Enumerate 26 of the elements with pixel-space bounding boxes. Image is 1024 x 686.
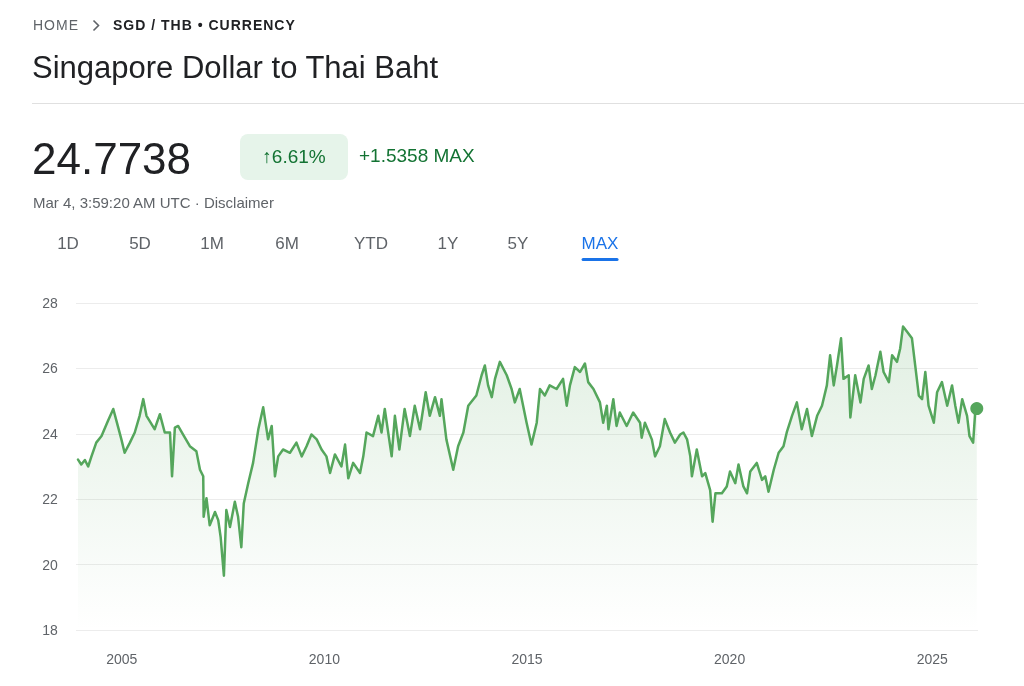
text: ↑6.61%: [240, 134, 348, 180]
text: 5Y: [507, 234, 529, 254]
text: YTD: [354, 234, 388, 254]
y-tick-label: 24: [42, 425, 58, 442]
x-tick-label: 2005: [106, 651, 138, 667]
y-tick-label: 22: [42, 491, 58, 508]
y-tick-label: 28: [42, 295, 58, 311]
text: 6M: [275, 234, 299, 254]
text: 24.7738: [32, 134, 192, 184]
text: 1D: [57, 234, 79, 254]
text: 1Y: [437, 234, 459, 254]
text: MAX: [581, 234, 619, 255]
x-tick-label: 2020: [714, 651, 746, 667]
x-tick-label: 2015: [511, 651, 543, 667]
text: SGD / THB • CURRENCY: [113, 17, 296, 33]
x-tick-label: 2010: [308, 651, 341, 667]
y-tick-label: 20: [42, 556, 58, 573]
y-tick-label: 18: [42, 622, 58, 638]
chart-title: Singapore Dollar to Thai Baht: [32, 50, 439, 86]
y-tick-label: 26: [42, 360, 58, 377]
text: +1.5358 MAX: [359, 145, 475, 167]
x-tick-label: 2025: [916, 651, 948, 667]
text: Mar 4, 3:59:20 AM UTC · Disclaimer: [33, 194, 274, 211]
text: 5D: [129, 234, 151, 254]
text: HOME: [33, 17, 79, 33]
text: 1M: [200, 234, 224, 254]
